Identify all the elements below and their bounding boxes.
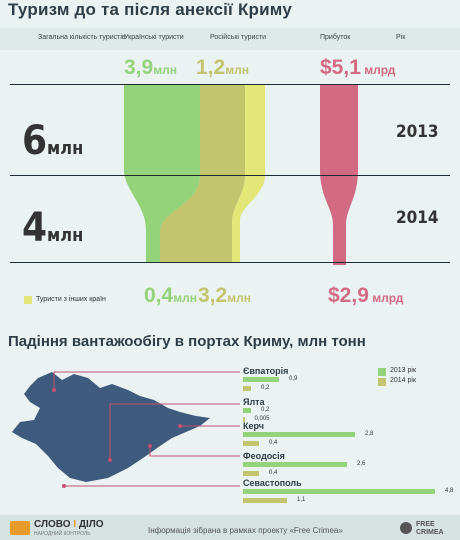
- bar-2014: [243, 498, 287, 503]
- divider-mid: [10, 175, 450, 176]
- year-2014-label: 2014: [396, 208, 439, 228]
- value-2013: 4,8: [445, 488, 454, 494]
- dot-evpatoria: [52, 388, 56, 392]
- russian-2013-value: 1,2млн: [196, 56, 249, 79]
- slovo-dilo-logo: СЛОВО І ДІЛО: [34, 519, 104, 530]
- value-2013: 0,2: [261, 407, 270, 413]
- crimea-map: [12, 371, 240, 488]
- dot-feodosia: [148, 444, 152, 448]
- profit-flow: [320, 84, 358, 265]
- header-year: Рік: [396, 34, 406, 41]
- year-2013-label: 2013: [396, 122, 439, 142]
- legend-2014-label: 2014 рік: [390, 377, 417, 384]
- divider-top: [10, 84, 450, 85]
- slovo-dilo-logo-icon: [10, 521, 30, 535]
- bar-2014: [243, 471, 259, 476]
- dot-kerch: [178, 424, 182, 428]
- port-label: Севастополь: [243, 478, 302, 488]
- logo-subtitle: НАРОДНИЙ КОНТРОЛЬ: [34, 531, 91, 537]
- bar-2014: [243, 441, 259, 446]
- divider-bottom: [10, 262, 450, 263]
- russian-tourists-flow: [160, 84, 245, 262]
- value-2013: 2,6: [357, 461, 366, 467]
- other-tourists-flow: [232, 84, 265, 262]
- bar-2013: [243, 432, 355, 437]
- dot-yalta: [108, 458, 112, 462]
- bar-2013: [243, 408, 251, 413]
- ukrainian-2014-value: 0,4млн: [144, 284, 197, 307]
- ukrainian-tourists-flow: [124, 84, 200, 262]
- value-2014: 0,4: [269, 440, 278, 446]
- value-2014: 0,005: [254, 416, 270, 422]
- profit-2014-value: $2,9 млрд: [328, 284, 404, 307]
- header-profit: Прибуток: [320, 34, 351, 41]
- bar-2013: [243, 462, 347, 467]
- legend-2013-label: 2013 рік: [390, 367, 417, 374]
- value-2014: 0,4: [269, 470, 278, 476]
- crimea-shape: [12, 372, 210, 482]
- free-crimea-logo: FREE CRIMEA: [416, 521, 444, 536]
- bar-2014: [243, 386, 251, 391]
- legend-2014-swatch: [378, 378, 386, 386]
- free-crimea-icon: [400, 522, 412, 534]
- value-2014: 0,2: [261, 385, 270, 391]
- value-2013: 0,9: [289, 376, 298, 382]
- port-label: Керч: [243, 421, 264, 431]
- footer-info: Інформація зібрана в рамках проекту «Fre…: [148, 526, 343, 535]
- header-total: Загальна кількість туристів: [38, 34, 126, 41]
- profit-2013-value: $5,1 млрд: [320, 56, 396, 79]
- total-2013-value: 6млн: [22, 118, 84, 164]
- bar-2013: [243, 377, 279, 382]
- header-ukrainian: Українські туристи: [124, 34, 184, 41]
- connector-yalta: [109, 403, 240, 460]
- ukrainian-2013-value: 3,9млн: [124, 56, 177, 79]
- port-label: Ялта: [243, 397, 265, 407]
- ports-chart-title: Падіння вантажообігу в портах Криму, млн…: [8, 333, 366, 350]
- bar-2014: [243, 417, 245, 422]
- dot-sevastopol: [62, 484, 66, 488]
- page-title: Туризм до та після анексії Криму: [8, 0, 292, 19]
- value-2013: 2,8: [365, 431, 374, 437]
- legend-2013-swatch: [378, 368, 386, 376]
- total-2014-value: 4млн: [22, 205, 84, 251]
- value-2014: 1,1: [297, 497, 306, 503]
- other-tourists-swatch: [24, 296, 32, 304]
- bar-2013: [243, 489, 435, 494]
- header-band: [0, 28, 460, 50]
- other-tourists-legend: Туристи з інших країн: [36, 296, 106, 303]
- russian-2014-value: 3,2млн: [198, 284, 251, 307]
- port-label: Євпаторія: [243, 366, 289, 376]
- header-russian: Російські туристи: [210, 34, 267, 41]
- footer-bar: [0, 515, 460, 540]
- connector-feodosia: [149, 446, 240, 457]
- port-label: Феодосія: [243, 451, 285, 461]
- connector-evpatoria: [53, 371, 240, 390]
